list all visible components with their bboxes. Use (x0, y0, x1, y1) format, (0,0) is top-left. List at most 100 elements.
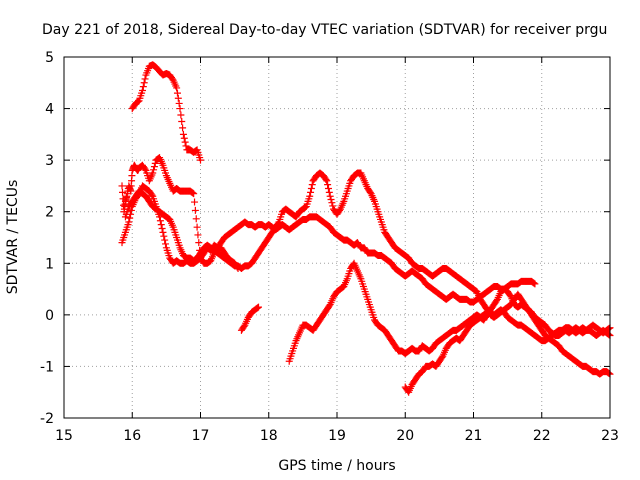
data-point (150, 166, 158, 174)
y-tick-label: 0 (45, 308, 54, 324)
data-point (173, 84, 181, 92)
data-point (148, 191, 156, 199)
data-point (175, 99, 183, 107)
data-point (605, 370, 613, 378)
data-point (118, 182, 126, 190)
data-point (274, 219, 282, 227)
data-point (168, 75, 176, 83)
data-point (301, 204, 309, 212)
data-point (322, 175, 330, 183)
data-point (493, 297, 501, 305)
y-tick-label: 1 (45, 256, 54, 272)
data-point (327, 195, 335, 203)
y-tick-label: -2 (40, 411, 54, 427)
data-point (529, 279, 537, 287)
data-point (140, 79, 148, 87)
data-point (329, 202, 337, 210)
data-point (182, 142, 190, 150)
series-arc-5 (237, 303, 263, 334)
data-point (366, 188, 374, 196)
data-point (325, 188, 333, 196)
y-axis-title: SDTVAR / TECUs (5, 180, 21, 295)
data-point (531, 280, 539, 288)
data-point (150, 163, 158, 171)
data-point (604, 325, 612, 333)
data-point (197, 156, 204, 164)
data-point (151, 159, 159, 167)
data-point (162, 240, 170, 248)
data-point (530, 279, 538, 287)
data-point (306, 192, 314, 200)
y-tick-label: -1 (40, 359, 54, 375)
data-point (191, 206, 199, 214)
data-point (253, 304, 261, 312)
y-tick-label: 5 (45, 50, 54, 66)
data-point (179, 130, 187, 138)
y-tick-label: 2 (45, 205, 54, 221)
data-point (133, 98, 141, 106)
data-point (157, 221, 165, 229)
data-point (192, 215, 200, 223)
x-tick-label: 15 (55, 428, 73, 444)
data-point (323, 177, 331, 185)
data-point (605, 324, 613, 332)
data-point (307, 188, 315, 196)
data-point (336, 206, 344, 214)
y-tick-label: 3 (45, 153, 54, 169)
x-tick-label: 18 (260, 428, 278, 444)
x-axis-title: GPS time / hours (278, 458, 395, 474)
x-tick-label: 17 (192, 428, 210, 444)
data-point (179, 124, 187, 132)
data-point (119, 188, 127, 196)
chart-title: Day 221 of 2018, Sidereal Day-to-day VTE… (42, 22, 607, 38)
data-point (255, 303, 263, 311)
data-point (134, 97, 142, 105)
data-point (301, 203, 309, 211)
data-point (324, 185, 332, 193)
data-point (173, 89, 181, 97)
data-point (180, 134, 188, 142)
data-point (240, 322, 248, 330)
data-point (325, 302, 333, 310)
x-tick-label: 23 (601, 428, 619, 444)
data-point (191, 198, 199, 206)
data-point (438, 353, 446, 361)
data-point (126, 214, 134, 222)
x-tick-label: 20 (396, 428, 414, 444)
data-point (158, 224, 166, 232)
series-arc-1 (128, 61, 204, 164)
data-point (176, 105, 184, 113)
data-point (189, 189, 197, 197)
data-point (604, 369, 612, 377)
data-point (254, 304, 262, 312)
data-point (308, 181, 316, 189)
data-point (159, 228, 167, 236)
data-point (149, 169, 157, 177)
data-point (326, 192, 334, 200)
series-arc-7 (401, 285, 614, 396)
data-point (160, 232, 168, 240)
data-point (161, 236, 169, 244)
data-point (138, 87, 146, 95)
data-point (195, 239, 203, 247)
x-tick-label: 19 (328, 428, 346, 444)
data-point (127, 206, 135, 214)
data-point (193, 223, 201, 231)
data-point (178, 117, 186, 125)
data-point (177, 111, 185, 119)
series-arc-4 (121, 169, 614, 378)
data-point (506, 292, 514, 300)
data-point (190, 190, 198, 198)
data-point (328, 199, 336, 207)
data-point (174, 94, 182, 102)
x-tick-label: 22 (533, 428, 551, 444)
x-tick-label: 21 (465, 428, 483, 444)
data-point (194, 231, 202, 239)
data-point (307, 185, 315, 193)
data-point (120, 201, 128, 209)
grid-lines (64, 57, 610, 418)
data-point (188, 188, 196, 196)
